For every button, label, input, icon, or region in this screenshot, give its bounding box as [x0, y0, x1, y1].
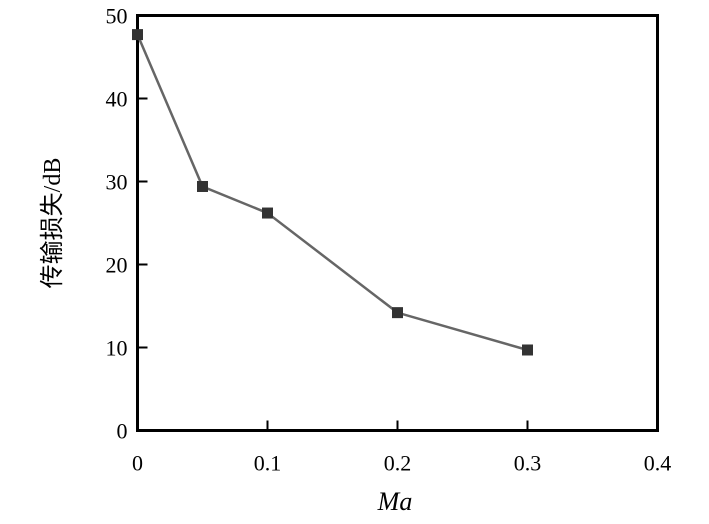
x-tick-label: 0	[132, 451, 143, 476]
data-point-marker	[262, 207, 273, 219]
y-tick-label: 30	[106, 170, 128, 195]
y-tick-label: 20	[106, 253, 128, 278]
y-tick-label: 40	[106, 87, 128, 112]
data-point-marker	[132, 29, 143, 41]
data-series	[132, 29, 533, 356]
y-axis-ticks: 0 10 20 30 40 50	[106, 4, 148, 444]
y-tick-label: 10	[106, 336, 128, 361]
y-tick-label: 0	[117, 419, 128, 444]
y-axis-title: 传输损失/dB	[39, 158, 66, 289]
series-line	[136, 34, 528, 352]
y-tick-label: 50	[106, 4, 128, 29]
x-tick-label: 0.3	[514, 451, 542, 476]
x-tick-label: 0.2	[384, 451, 412, 476]
plot-frame	[136, 14, 659, 432]
data-point-marker	[197, 180, 208, 192]
x-tick-label: 0.1	[254, 451, 282, 476]
x-axis-title: Ma	[377, 487, 413, 516]
x-axis-ticks: 0 0.1 0.2 0.3 0.4	[132, 420, 672, 476]
data-point-marker	[522, 344, 533, 356]
x-tick-label: 0.4	[644, 451, 672, 476]
data-point-marker	[392, 307, 403, 319]
